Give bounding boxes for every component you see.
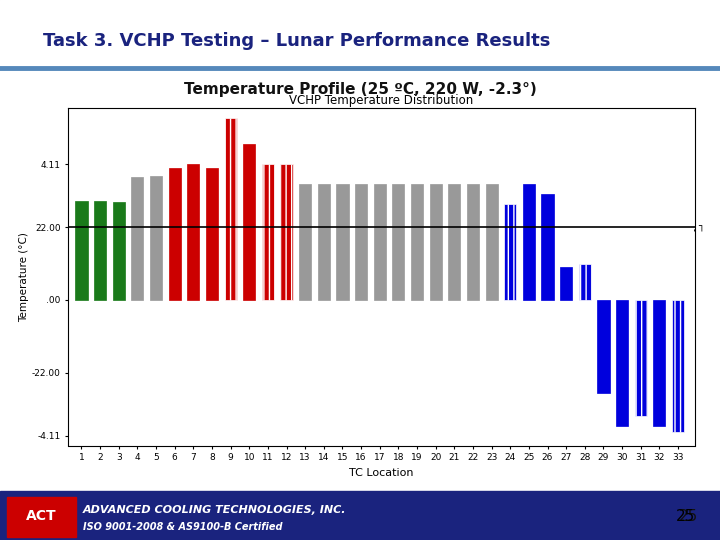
Bar	[150, 176, 162, 300]
Bar	[281, 164, 292, 300]
X-axis label: TC Location: TC Location	[349, 468, 414, 478]
Bar	[374, 184, 386, 300]
Bar	[243, 144, 256, 300]
Bar	[467, 184, 479, 300]
Bar	[485, 184, 498, 300]
Bar	[579, 264, 591, 300]
Text: ┐: ┐	[698, 222, 704, 232]
Bar	[355, 184, 367, 300]
Text: ADVANCED COOLING TECHNOLOGIES, INC.: ADVANCED COOLING TECHNOLOGIES, INC.	[83, 505, 346, 515]
Bar	[225, 118, 237, 300]
Bar	[336, 184, 348, 300]
Bar	[541, 194, 554, 300]
Bar	[430, 184, 442, 300]
Bar	[672, 300, 684, 432]
Bar	[299, 184, 311, 300]
Text: Temperature Profile (25 ºC, 220 W, -2.3°): Temperature Profile (25 ºC, 220 W, -2.3°…	[184, 82, 536, 97]
Bar	[616, 300, 628, 426]
Bar	[206, 167, 218, 300]
Text: ISO 9001-2008 & AS9100-B Certified: ISO 9001-2008 & AS9100-B Certified	[83, 522, 282, 532]
Bar	[634, 300, 647, 416]
Bar	[112, 202, 125, 300]
Bar	[560, 267, 572, 300]
Bar	[318, 184, 330, 300]
Bar	[411, 184, 423, 300]
Text: Task 3. VCHP Testing – Lunar Performance Results: Task 3. VCHP Testing – Lunar Performance…	[43, 31, 551, 50]
Bar	[598, 300, 610, 393]
Bar	[0, 491, 720, 540]
Title: VCHP Temperature Distribution: VCHP Temperature Distribution	[289, 94, 474, 107]
Bar	[187, 164, 199, 300]
Bar	[653, 300, 665, 426]
Bar	[523, 184, 535, 300]
Bar	[262, 164, 274, 300]
Y-axis label: Temperature (°C): Temperature (°C)	[19, 232, 29, 322]
Bar	[392, 184, 405, 300]
Text: 25: 25	[679, 509, 698, 524]
Text: 25: 25	[675, 509, 695, 524]
Bar	[131, 178, 143, 300]
Bar	[94, 201, 106, 300]
Text: ACT: ACT	[26, 509, 56, 523]
Bar	[7, 497, 76, 537]
Bar	[168, 167, 181, 300]
Bar	[449, 184, 460, 300]
Bar	[76, 201, 88, 300]
Bar	[504, 204, 516, 300]
